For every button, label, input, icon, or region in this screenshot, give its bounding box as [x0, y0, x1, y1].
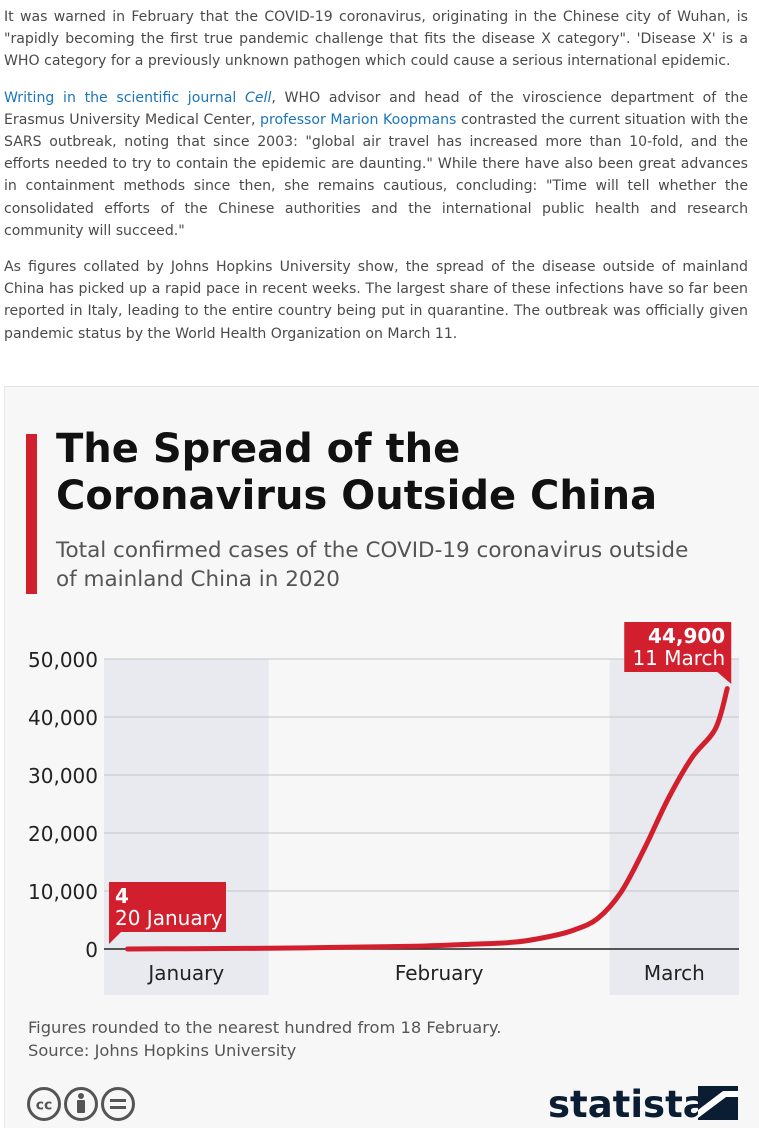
footer-note-block: Figures rounded to the nearest hundred f… [28, 1016, 501, 1062]
statista-logo[interactable]: statista [548, 1080, 748, 1124]
svg-text:cc: cc [36, 1098, 53, 1114]
data-point [596, 916, 600, 920]
x-month-label: January [146, 961, 224, 985]
annotation-box-end [624, 622, 732, 672]
data-point [666, 796, 670, 800]
data-point [514, 940, 518, 944]
chart-plot: 0 10,000 20,000 30,000 40,000 50,000 January F… [28, 622, 739, 995]
no-derivatives-icon[interactable] [101, 1087, 135, 1121]
data-point [467, 942, 471, 946]
attribution-icon[interactable] [64, 1087, 98, 1121]
data-point [302, 946, 306, 950]
chart-subtitle: Total confirmed cases of the COVID-19 co… [56, 538, 689, 592]
data-point [184, 947, 188, 951]
data-point [572, 928, 576, 932]
article-paragraph-3: As figures collated by Johns Hopkins Uni… [4, 259, 748, 342]
title-accent-bar [26, 434, 37, 594]
article-paragraph-2: Writing in the scientific journal Cell, … [4, 87, 748, 242]
y-tick-label: 0 [85, 938, 98, 962]
annotation-box-start [109, 882, 226, 932]
data-point [619, 890, 623, 894]
cell-journal-link-italic[interactable]: Cell [245, 89, 272, 106]
january-band [104, 659, 269, 995]
x-month-label: March [644, 961, 705, 985]
cell-journal-link[interactable]: Writing in the scientific journal Cell [4, 90, 271, 106]
y-tick-label: 50,000 [28, 648, 98, 672]
data-point [361, 945, 365, 949]
statista-wordmark: statista [548, 1083, 708, 1124]
y-tick-label: 40,000 [28, 706, 98, 730]
data-point [126, 947, 130, 951]
data-point [713, 727, 717, 731]
article-paragraph-1: It was warned in February that the COVID… [4, 9, 748, 70]
annotation-date-start: 20 January [115, 906, 223, 930]
creative-commons-icons[interactable]: cc [26, 1086, 166, 1122]
data-point [420, 944, 423, 948]
data-point [549, 934, 553, 938]
y-tick-label: 10,000 [28, 880, 98, 904]
annotation-pointer-start [109, 924, 121, 944]
data-point [725, 687, 729, 691]
article-paragraph-2-text-1: , WHO advisor and head of the viroscienc… [4, 89, 748, 128]
statista-logo-mark-icon [698, 1086, 738, 1120]
cc-icon[interactable]: cc [27, 1087, 61, 1121]
footnote: Figures rounded to the nearest hundred f… [28, 1018, 502, 1037]
march-band [609, 659, 739, 995]
y-tick-label: 30,000 [28, 764, 98, 788]
annotation-date-end: 11 March [632, 646, 725, 670]
data-point [643, 846, 647, 849]
annotation-value-start: 4 [115, 884, 129, 908]
chart-title: The Spread of the Coronavirus Outside Ch… [56, 426, 658, 519]
y-tick-label: 20,000 [28, 822, 98, 846]
annotation-pointer-end [717, 672, 732, 684]
cell-journal-link-text[interactable]: Writing in the scientific journal [4, 89, 246, 106]
x-month-label: February [395, 961, 484, 985]
source-note: Source: Johns Hopkins University [28, 1041, 297, 1060]
article-body: It was warned in February that the COVID… [0, 0, 759, 345]
data-point [690, 756, 694, 760]
annotation-value-end: 44,900 [648, 624, 725, 648]
marion-koopmans-link[interactable]: professor Marion Koopmans [260, 111, 457, 128]
article-paragraph-2-text-2: contrasted the current situation with th… [4, 111, 748, 239]
data-point [243, 946, 247, 950]
